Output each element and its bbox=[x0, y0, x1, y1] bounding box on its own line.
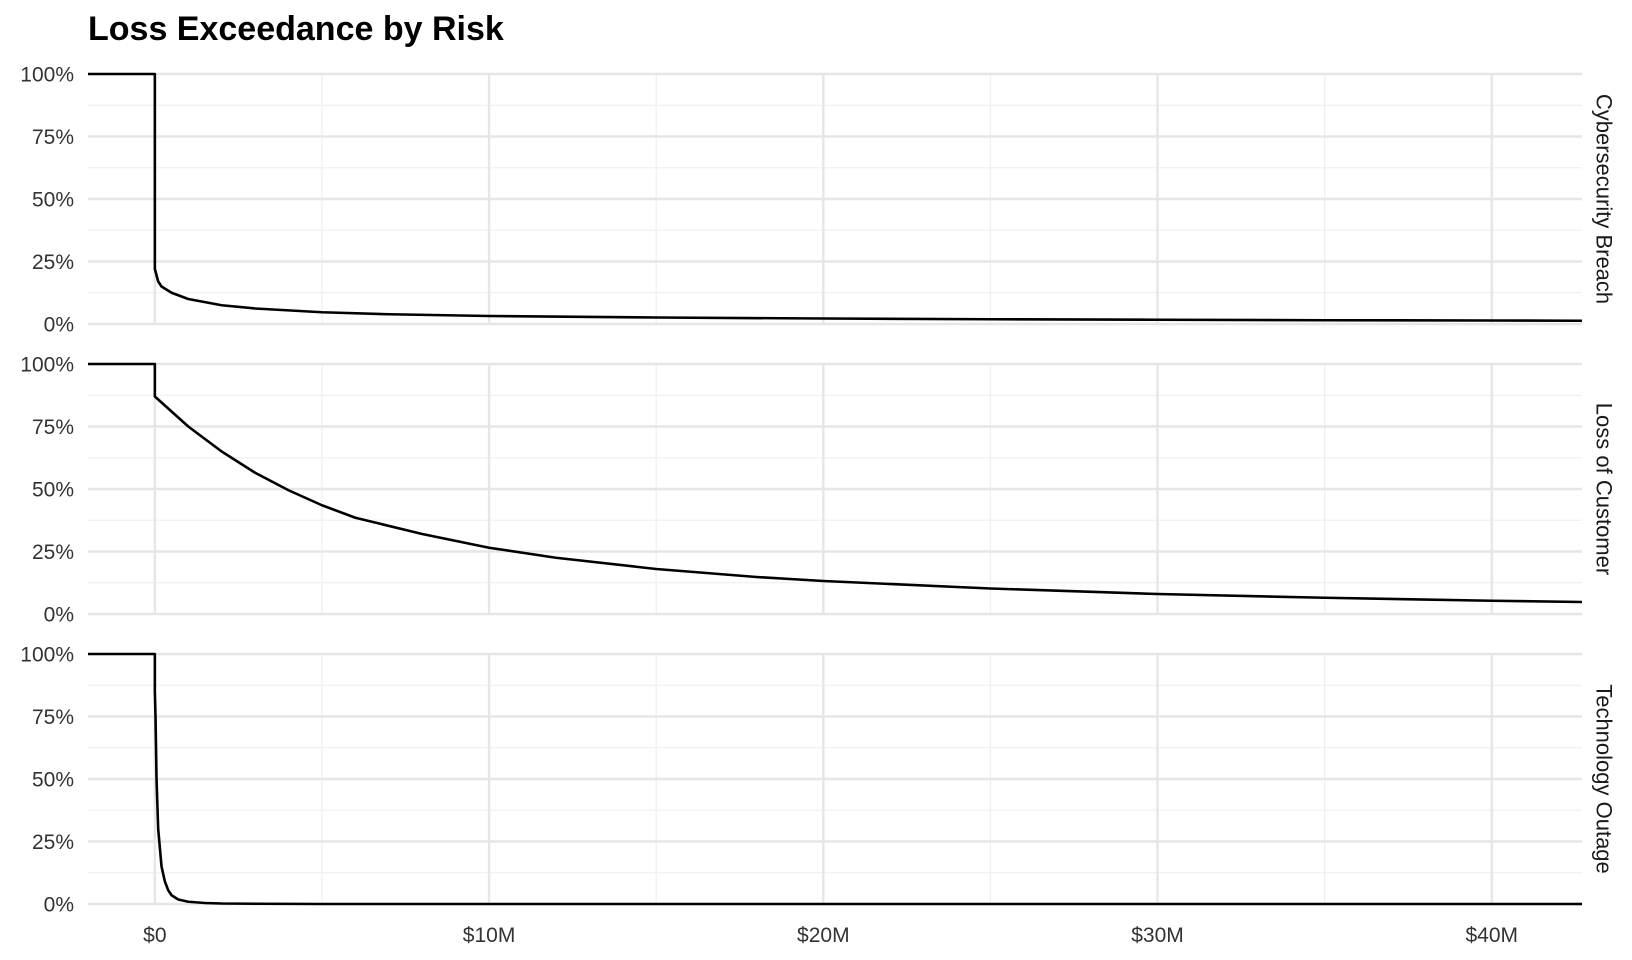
x-tick-label: $20M bbox=[797, 924, 850, 947]
facet-panels: 0% 25% 50% 75% 100% Cybersecurity Breach 0% 25%… bbox=[20, 64, 1616, 917]
y-tick-label: 0% bbox=[44, 894, 74, 917]
y-tick-label: 25% bbox=[32, 541, 74, 564]
panel-technology-outage: 0% 25% 50% 75% 100% Technology Outage bbox=[20, 644, 1616, 917]
facet-strip-label: Technology Outage bbox=[1592, 684, 1617, 874]
y-tick-label: 50% bbox=[32, 479, 74, 502]
y-tick-label: 50% bbox=[32, 769, 74, 792]
y-tick-label: 100% bbox=[20, 64, 74, 87]
y-tick-label: 100% bbox=[20, 644, 74, 667]
y-tick-label: 0% bbox=[44, 314, 74, 337]
y-tick-label: 0% bbox=[44, 604, 74, 627]
x-tick-label: $30M bbox=[1131, 924, 1184, 947]
chart-title: Loss Exceedance by Risk bbox=[88, 10, 504, 48]
y-tick-label: 75% bbox=[32, 706, 74, 729]
panel-cybersecurity-breach: 0% 25% 50% 75% 100% Cybersecurity Breach bbox=[20, 64, 1616, 337]
y-tick-label: 100% bbox=[20, 354, 74, 377]
x-tick-label: $0 bbox=[143, 924, 166, 947]
y-tick-label: 75% bbox=[32, 126, 74, 149]
x-axis: $0 $10M $20M $30M $40M bbox=[143, 924, 1518, 947]
exceedance-curve-cybersecurity-breach bbox=[88, 72, 1583, 323]
y-tick-label: 75% bbox=[32, 416, 74, 439]
y-tick-label: 50% bbox=[32, 189, 74, 212]
x-tick-label: $10M bbox=[463, 924, 516, 947]
facet-strip-label: Loss of Customer bbox=[1592, 403, 1617, 575]
exceedance-curve-technology-outage bbox=[88, 652, 1582, 906]
x-tick-label: $40M bbox=[1465, 924, 1518, 947]
y-tick-label: 25% bbox=[32, 831, 74, 854]
facet-strip-label: Cybersecurity Breach bbox=[1592, 94, 1617, 304]
y-tick-label: 25% bbox=[32, 251, 74, 274]
exceedance-curve-loss-of-customer bbox=[88, 362, 1583, 604]
panel-loss-of-customer: 0% 25% 50% 75% 100% Loss of Customer bbox=[20, 354, 1616, 627]
